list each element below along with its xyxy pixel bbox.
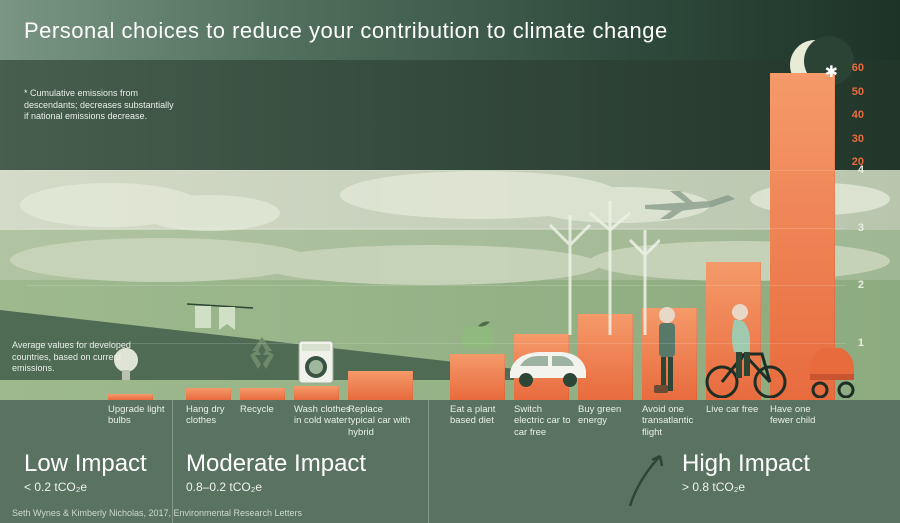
bar — [770, 73, 835, 400]
bar — [450, 354, 505, 400]
divider — [428, 400, 429, 523]
impact-title: High Impact — [682, 450, 810, 478]
bar-label: Recycle — [240, 404, 300, 415]
asterisk-marker: ✱ — [825, 62, 838, 82]
bar — [240, 388, 285, 400]
gridline — [26, 228, 846, 229]
gridline — [26, 343, 846, 344]
impact-group: Low Impact < 0.2 tCO₂e — [24, 450, 147, 494]
bar-label: Upgrade light bulbs — [108, 404, 168, 427]
bar-label: Buy green energy — [578, 404, 638, 427]
credit-line: Seth Wynes & Kimberly Nicholas, 2017, En… — [12, 508, 302, 518]
bar-chart — [0, 0, 900, 400]
bar-label: Wash clothes in cold water — [294, 404, 354, 427]
impact-group: Moderate Impact 0.8–0.2 tCO₂e — [186, 450, 366, 494]
bar — [108, 394, 153, 400]
bar — [294, 386, 339, 400]
bar-label: Replace typical car with hybrid — [348, 404, 412, 438]
bar — [186, 388, 231, 400]
bar-label: Live car free — [706, 404, 766, 415]
impact-title: Low Impact — [24, 450, 147, 478]
impact-title: Moderate Impact — [186, 450, 366, 478]
bar-label: Have one fewer child — [770, 404, 834, 427]
bar-label: Hang dry clothes — [186, 404, 246, 427]
bar — [578, 314, 633, 400]
bar-label: Switch electric car to car free — [514, 404, 574, 438]
impact-sub: 0.8–0.2 tCO₂e — [186, 480, 366, 494]
gridline — [26, 170, 846, 171]
divider — [172, 400, 173, 523]
bar — [514, 334, 569, 400]
impact-sub: < 0.2 tCO₂e — [24, 480, 147, 494]
bar — [348, 371, 413, 400]
impact-sub: > 0.8 tCO₂e — [682, 480, 810, 494]
gridline — [26, 285, 846, 286]
bar — [642, 308, 697, 400]
impact-group: High Impact > 0.8 tCO₂e — [682, 450, 810, 494]
bar-label: Eat a plant based diet — [450, 404, 510, 427]
bar — [706, 262, 761, 400]
bar-label: Avoid one transatlantic flight — [642, 404, 702, 438]
